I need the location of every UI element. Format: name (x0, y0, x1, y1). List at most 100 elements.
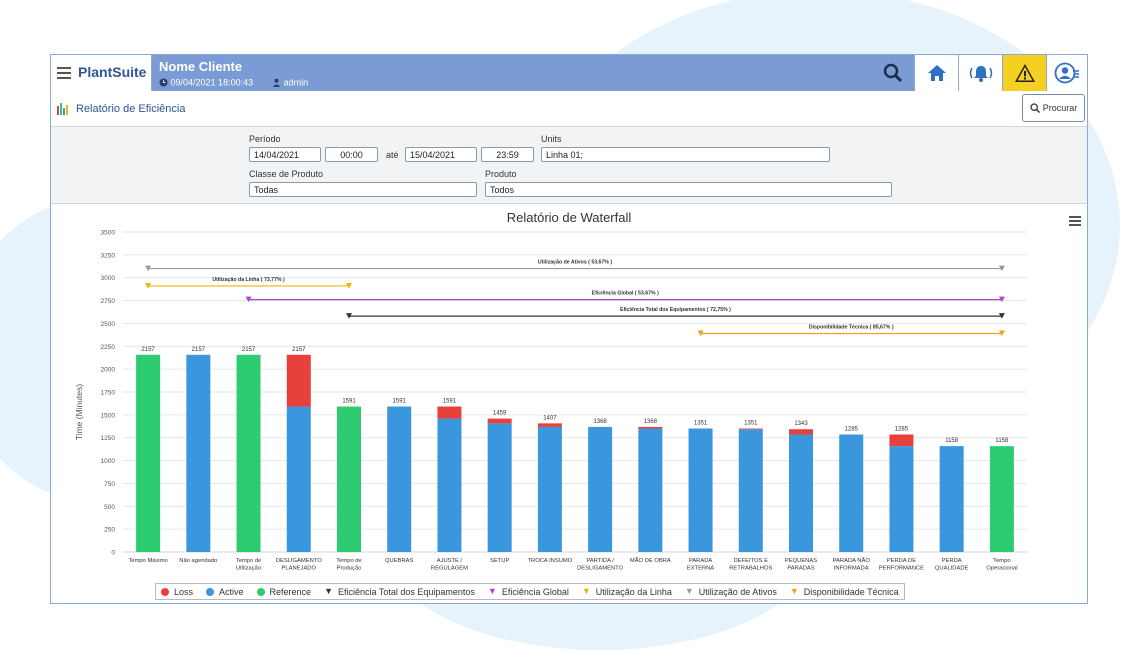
x-tick-label: PEQUENAS (785, 558, 817, 564)
bar-active (588, 426, 613, 552)
x-tick-label: DEFEITOS E (734, 558, 768, 564)
legend-label: Utilização da Linha (595, 586, 672, 597)
y-tick-label: 750 (104, 481, 115, 488)
legend-item[interactable]: ▼ Eficiência Total dos Equipamentos (324, 587, 475, 597)
reference-marker (998, 313, 1005, 319)
classe-produto-input[interactable]: Todas (249, 182, 477, 197)
x-tick-label: DESLIGAMENTO (276, 558, 322, 564)
start-date-input[interactable]: 14/04/2021 (249, 147, 321, 162)
top-bar: PlantSuite Nome Cliente 09/04/2021 18:00… (51, 55, 1087, 91)
bar-value-label: 1285 (845, 427, 859, 433)
chart-menu-icon[interactable] (1069, 216, 1081, 226)
legend-item[interactable]: ▼ Eficiência Global (488, 587, 569, 597)
legend-dot-marker (161, 587, 169, 596)
chart-svg: Relatório de Waterfall 0 250 500 750 1000 1250… (74, 210, 1081, 572)
bar-active (638, 428, 663, 552)
end-date-input[interactable]: 15/04/2021 (405, 147, 477, 162)
legend-item[interactable]: Reference (256, 587, 311, 597)
reference-marker (998, 265, 1005, 272)
bar-active (889, 446, 914, 552)
client-name: Nome Cliente (159, 59, 243, 74)
reference-marker (998, 296, 1005, 303)
bar-active (387, 406, 412, 552)
search-icon (1030, 103, 1040, 113)
alarm-button[interactable] (958, 55, 1002, 91)
units-input[interactable]: Linha 01; (541, 147, 830, 162)
end-time-input[interactable]: 23:59 (481, 147, 534, 162)
legend-item[interactable]: ▼ Utilização de Ativos (685, 587, 777, 597)
units-label: Units (541, 134, 562, 144)
legend-triangle-marker: ▼ (324, 586, 333, 596)
x-tick-label: RETRABALHOS (729, 566, 772, 572)
x-tick-label: TROCA INSUMO (527, 558, 572, 564)
bar-loss (638, 426, 663, 429)
x-tick-label: Tempo (993, 558, 1010, 564)
procurar-label: Procurar (1042, 103, 1078, 113)
y-tick-label: 3250 (101, 252, 116, 259)
bar-loss (437, 406, 462, 419)
x-tick-label: EXTERNA (687, 566, 715, 572)
legend-item[interactable]: Active (206, 587, 244, 597)
bar-loss (738, 428, 763, 430)
bar-active (789, 434, 813, 552)
reference-line-label: Eficiência Total dos Equipamentos ( 72,7… (620, 307, 731, 313)
produto-input[interactable]: Todos (485, 182, 892, 197)
x-tick-label: INFORMADA (834, 566, 869, 572)
bar-value-label: 2157 (292, 347, 306, 353)
y-tick-label: 1500 (101, 412, 116, 419)
x-tick-label: PERDA (942, 558, 962, 564)
start-time-input[interactable]: 00:00 (325, 147, 378, 162)
legend-label: Eficiência Total dos Equipamentos (337, 586, 475, 597)
home-button[interactable] (914, 55, 958, 91)
bar-value-label: 1591 (393, 399, 407, 405)
legend-dot-marker (206, 587, 215, 596)
legend-label: Utilização de Ativos (698, 586, 777, 597)
bar-value-label: 1591 (443, 399, 457, 405)
session-datetime: 09/04/2021 18:00:43 (170, 77, 254, 88)
reference-marker (697, 330, 704, 336)
x-tick-label: QUEBRAS (385, 558, 413, 564)
y-axis-label: Time (Minutes) (74, 384, 84, 441)
search-button[interactable] (871, 55, 915, 91)
x-tick-label: PERDA DE (887, 558, 916, 564)
x-tick-label: Produção (337, 566, 362, 572)
warning-button[interactable] (1002, 55, 1046, 91)
page-title: Relatório de Eficiência (76, 103, 186, 115)
periodo-label: Período (249, 134, 281, 144)
y-tick-label: 1750 (101, 390, 116, 397)
clock-icon (159, 78, 168, 87)
bar-loss (889, 434, 914, 447)
produto-label: Produto (485, 169, 517, 179)
reference-line-label: Disponibilidade Técnica ( 85,67% ) (809, 324, 894, 330)
user-icon (272, 78, 281, 88)
bar-value-label: 1368 (593, 419, 607, 425)
ate-label: até (386, 150, 399, 160)
bar-loss (487, 418, 512, 424)
legend-triangle-marker: ▼ (581, 586, 591, 596)
reference-marker (346, 282, 352, 289)
legend-item[interactable]: Loss (161, 587, 193, 597)
y-tick-label: 0 (111, 550, 115, 557)
profile-button[interactable] (1046, 55, 1087, 91)
y-tick-label: 500 (104, 504, 115, 511)
bar-active (286, 406, 311, 552)
bar-active (487, 423, 512, 552)
home-icon (927, 65, 946, 81)
search-icon (883, 63, 903, 83)
user-profile-icon (1054, 62, 1079, 84)
bar-value-label: 1158 (945, 438, 959, 444)
waterfall-chart: Relatório de Waterfall 0 250 500 750 1000 1250… (51, 205, 1087, 603)
legend-label: Disponibilidade Técnica (803, 586, 899, 597)
y-tick-label: 2250 (101, 344, 116, 351)
procurar-button[interactable]: Procurar (1022, 94, 1085, 122)
brand-name[interactable]: PlantSuite (78, 64, 147, 80)
bar-loss (789, 429, 813, 435)
legend-item[interactable]: ▼ Utilização da Linha (582, 587, 672, 597)
x-tick-label: Utilização (236, 566, 261, 572)
hamburger-icon[interactable] (57, 67, 71, 82)
bar-value-label: 2157 (192, 347, 206, 353)
reference-line-label: Utilização de Ativos ( 53,67% ) (538, 260, 612, 266)
x-tick-label: PARADA (689, 558, 713, 564)
legend-triangle-marker: ▼ (487, 586, 497, 596)
legend-item[interactable]: ▼ Disponibilidade Técnica (790, 587, 899, 597)
